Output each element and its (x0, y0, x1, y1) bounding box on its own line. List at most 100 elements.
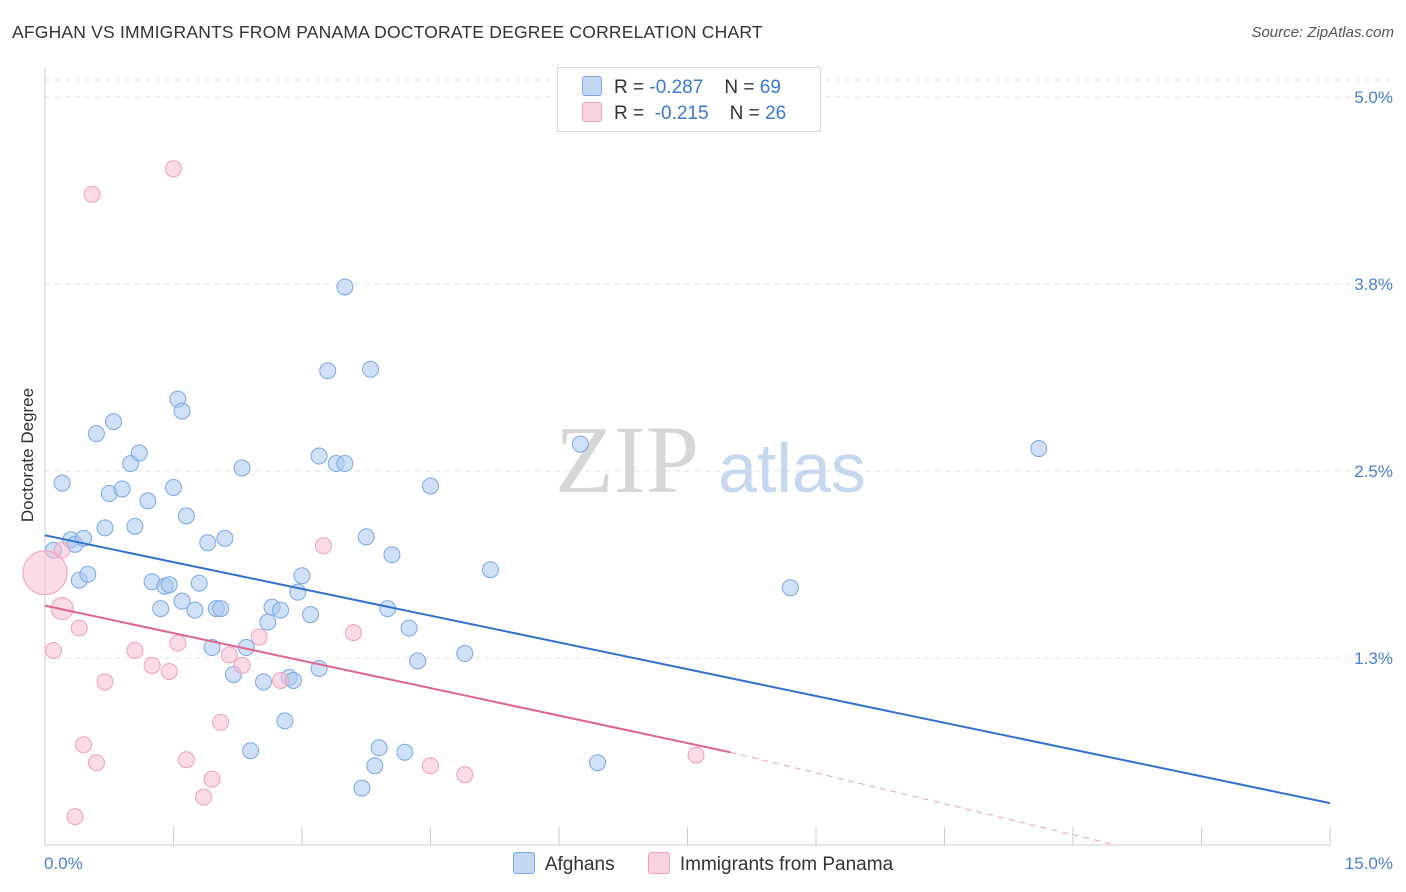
afghans-point-52 (353, 779, 371, 797)
afghans-point-65 (571, 435, 589, 453)
afghans-point-33 (233, 459, 251, 477)
afghans-legend-label: Afghans (544, 854, 615, 875)
afghans-point-20 (165, 478, 182, 496)
afghans-point-44 (293, 567, 311, 585)
afghans-point-61 (409, 652, 427, 670)
panama-point-22 (344, 624, 362, 642)
afghans-point-67 (781, 579, 799, 597)
y-axis-title: Doctorate Degree (18, 388, 37, 522)
afghans-point-24 (177, 507, 195, 525)
afghans-point-28 (203, 639, 221, 657)
panama-point-7 (96, 673, 114, 691)
afghans-point-40 (276, 712, 294, 730)
legend-r-value-1: -0.287 (649, 77, 704, 98)
afghans-point-8 (96, 519, 114, 537)
x-tick-label-max: 15.0% (1345, 854, 1393, 873)
points (22, 160, 1048, 826)
legend-n-value-2: 26 (765, 103, 787, 124)
series-legend: Afghans Immigrants from Panama (0, 852, 1406, 876)
y-tick-label-0: 1.3% (1354, 649, 1393, 668)
afghans-point-27 (199, 534, 217, 552)
panama-point-3 (70, 619, 88, 637)
panama-point-large (22, 550, 68, 596)
y-tick-label-3: 5.0% (1354, 88, 1393, 107)
afghans-point-62 (422, 477, 439, 495)
afghans-point-13 (126, 517, 144, 535)
afghans-point-58 (383, 546, 401, 564)
afghans-point-11 (113, 480, 131, 498)
afghans-point-19 (160, 576, 178, 594)
legend-r-label-1: R = (614, 77, 645, 98)
afghans-point-22 (173, 402, 191, 420)
legend-r-label-2: R = (614, 103, 645, 124)
afghans-point-56 (370, 739, 388, 757)
panama-point-9 (143, 656, 161, 674)
legend-n-label-2: N = (729, 103, 760, 124)
x-tick-label-min: 0.0% (44, 854, 83, 873)
afghans-point-10 (105, 413, 123, 431)
stats-legend: R = -0.287 N = 69 R = -0.215 N = 26 (557, 67, 821, 132)
afghans-point-55 (366, 757, 384, 775)
afghans-point-63 (456, 645, 474, 663)
afghans-trendline (44, 534, 1331, 805)
afghans-swatch (582, 76, 602, 96)
legend-n-value-1: 69 (759, 77, 781, 98)
afghans-point-15 (139, 492, 157, 510)
trendlines (44, 534, 1331, 846)
afghans-legend-swatch (512, 852, 535, 874)
afghans-point-36 (254, 673, 272, 691)
legend-row-afghans: R = -0.287 N = 69 (582, 76, 781, 100)
gridlines (45, 79, 1394, 659)
panama-point-19 (250, 628, 268, 646)
afghans-point-1 (53, 474, 71, 492)
afghans-point-48 (319, 362, 337, 380)
panama-point-21 (314, 537, 332, 555)
legend-item-panama: Immigrants from Panama (647, 852, 894, 876)
panama-point-14 (194, 788, 212, 806)
panama-point-11 (165, 160, 182, 178)
chart-title: AFGHAN VS IMMIGRANTS FROM PANAMA DOCTORA… (12, 22, 763, 42)
panama-point-2 (66, 808, 84, 826)
panama-point-5 (83, 185, 101, 203)
panama-point-4 (75, 736, 93, 754)
afghans-point-54 (362, 360, 380, 378)
afghans-point-25 (186, 601, 204, 619)
legend-r-value-2: -0.215 (654, 103, 709, 124)
watermark-zip: ZIP (555, 406, 699, 513)
panama-point-25 (687, 746, 705, 764)
panama-point-20 (272, 671, 290, 689)
panama-point-16 (212, 713, 230, 731)
y-tick-label-1: 2.5% (1354, 462, 1393, 481)
afghans-point-7 (87, 425, 105, 443)
afghans-point-23 (173, 592, 191, 610)
panama-point-24 (456, 766, 474, 784)
afghans-point-59 (396, 743, 414, 761)
y-tick-label-2: 3.8% (1354, 275, 1393, 294)
tick-labels: 1.3% 2.5% 3.8% 5.0% 0.0% 15.0% (44, 88, 1393, 873)
panama-point-10 (160, 662, 178, 680)
afghans-point-51 (336, 278, 354, 296)
panama-point-6 (87, 754, 105, 772)
panama-point-18 (233, 656, 251, 674)
panama-trendline (44, 604, 731, 754)
afghans-point-30 (212, 600, 230, 618)
source-label: Source: ZipAtlas.com (1251, 24, 1394, 41)
panama-legend-label: Immigrants from Panama (679, 854, 894, 875)
panama-trendline-extension (730, 751, 1116, 846)
panama-point-8 (126, 642, 144, 660)
afghans-point-68 (1030, 440, 1048, 458)
legend-item-afghans: Afghans (512, 852, 615, 876)
watermark-atlas: atlas (718, 429, 866, 507)
afghans-point-50 (336, 455, 354, 473)
afghans-point-14 (130, 444, 148, 462)
afghans-point-39 (272, 601, 290, 619)
afghans-point-31 (216, 529, 234, 547)
afghans-point-6 (79, 565, 97, 583)
panama-point-13 (177, 751, 195, 769)
panama-point-12 (169, 634, 187, 652)
afghans-point-45 (302, 606, 320, 624)
panama-point-15 (203, 770, 221, 788)
afghans-point-53 (357, 528, 375, 546)
afghans-point-37 (259, 613, 277, 631)
